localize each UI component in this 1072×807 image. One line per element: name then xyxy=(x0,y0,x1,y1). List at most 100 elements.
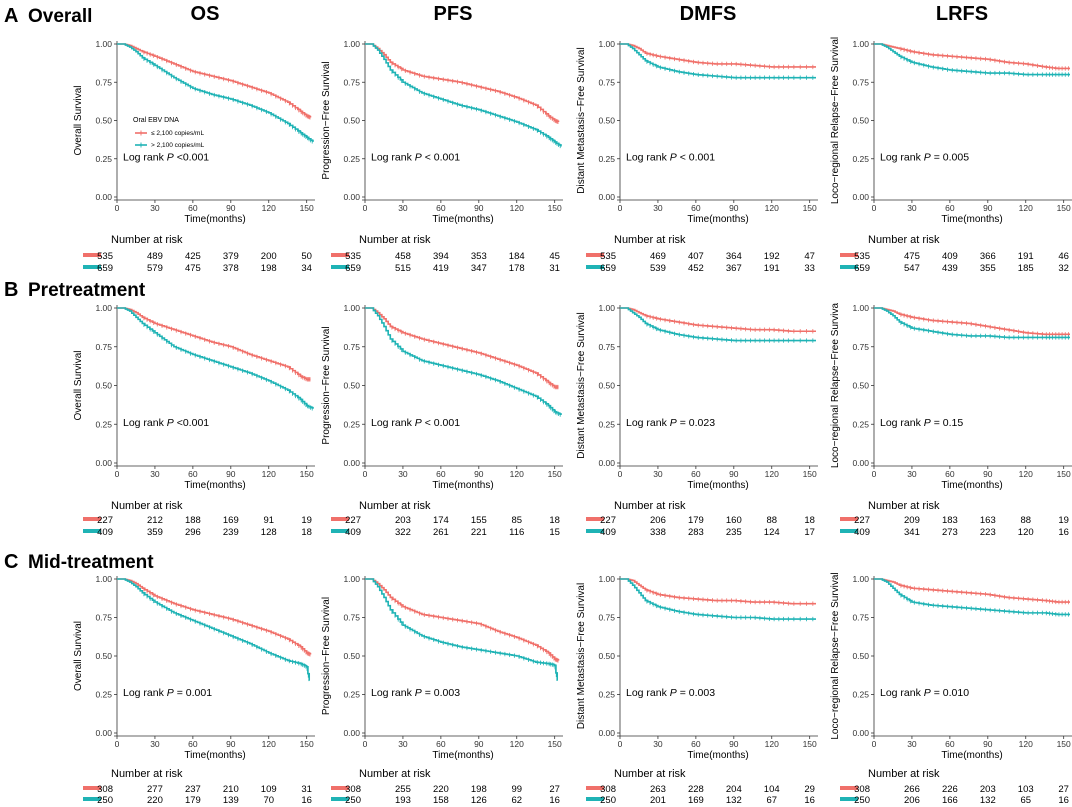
risk-count-high: 322 xyxy=(395,527,411,538)
x-tick-label: 0 xyxy=(115,739,120,749)
risk-swatch-low xyxy=(840,786,858,790)
y-tick-label: 0.50 xyxy=(598,651,615,661)
y-tick-label: 0.50 xyxy=(343,381,360,391)
y-tick-label: 0.25 xyxy=(852,154,869,164)
x-tick-label: 150 xyxy=(300,203,314,213)
y-tick-label: 0.25 xyxy=(852,690,869,700)
risk-count-high: 283 xyxy=(688,527,704,538)
risk-count-low: 50 xyxy=(301,251,312,262)
y-tick-label: 0.00 xyxy=(95,192,112,202)
logrank-p-symbol: P xyxy=(670,151,677,163)
y-tick-label: 0.00 xyxy=(852,728,869,738)
km-curve-low xyxy=(365,43,560,123)
risk-count-low: 379 xyxy=(223,251,239,262)
risk-count-low: 220 xyxy=(433,784,449,795)
km-panel-c-os: 0.00 0.25 0.50 0.75 1.00 0 30 60 90 120 150 Time(mo… xyxy=(73,574,315,761)
risk-count-low: 212 xyxy=(147,515,163,526)
y-tick-label: 1.00 xyxy=(852,574,869,584)
logrank-p-value: = 0.003 xyxy=(422,687,460,699)
y-tick-label: 0.50 xyxy=(598,116,615,126)
legend-entry: ≤ 2,100 copies/mL xyxy=(151,130,204,137)
risk-swatch-low xyxy=(840,253,858,257)
risk-table-title: Number at risk xyxy=(868,234,940,246)
risk-count-high: 475 xyxy=(185,263,201,274)
x-tick-label: 60 xyxy=(691,469,701,479)
column-title-lrfs: LRFS xyxy=(936,3,988,25)
risk-table-title: Number at risk xyxy=(359,768,431,780)
risk-count-high: 17 xyxy=(804,527,815,538)
risk-count-high: 419 xyxy=(433,263,449,274)
km-curve-low xyxy=(117,578,312,655)
risk-count-high: 179 xyxy=(185,795,201,806)
y-tick-label: 0.50 xyxy=(95,381,112,391)
y-tick-label: 0.75 xyxy=(598,613,615,623)
logrank-annotation: Log rank P <0.001 xyxy=(123,151,209,163)
x-tick-label: 30 xyxy=(907,469,917,479)
km-curve-low xyxy=(117,43,312,118)
risk-count-high: 120 xyxy=(1018,527,1034,538)
logrank-annotation: Log rank P = 0.010 xyxy=(880,687,969,699)
risk-count-high: 124 xyxy=(764,527,780,538)
logrank-p-symbol: P xyxy=(167,687,174,699)
logrank-prefix: Log rank xyxy=(123,151,167,163)
risk-count-low: 407 xyxy=(688,251,704,262)
risk-count-high: 16 xyxy=(1058,527,1069,538)
risk-count-low: 535 xyxy=(97,251,113,262)
km-curve-low xyxy=(365,307,559,388)
risk-table: Number at risk 535 469 407 364 192 47 659 539 452… xyxy=(586,234,815,274)
risk-count-low: 206 xyxy=(650,515,666,526)
risk-count-low: 191 xyxy=(1018,251,1034,262)
y-axis-label: Distant Metastasis−Free Survival xyxy=(576,312,587,458)
y-tick-label: 1.00 xyxy=(852,303,869,313)
x-tick-label: 0 xyxy=(363,203,368,213)
risk-count-low: 535 xyxy=(854,251,870,262)
y-tick-label: 0.25 xyxy=(95,154,112,164)
risk-swatch-high xyxy=(83,529,101,533)
logrank-prefix: Log rank xyxy=(626,417,670,429)
risk-count-high: 452 xyxy=(688,263,704,274)
km-panel-c-lrfs: 0.00 0.25 0.50 0.75 1.00 0 30 60 90 120 150 Time(mo… xyxy=(830,572,1072,761)
risk-count-high: 579 xyxy=(147,263,163,274)
y-tick-label: 1.00 xyxy=(598,574,615,584)
risk-swatch-low xyxy=(83,786,101,790)
risk-count-low: 535 xyxy=(345,251,361,262)
risk-count-low: 184 xyxy=(509,251,525,262)
km-curve-low xyxy=(365,578,560,661)
risk-count-high: 62 xyxy=(511,795,522,806)
risk-count-high: 128 xyxy=(261,527,277,538)
risk-count-high: 16 xyxy=(1058,795,1069,806)
y-tick-label: 0.75 xyxy=(852,613,869,623)
risk-count-low: 31 xyxy=(301,784,312,795)
risk-count-low: 192 xyxy=(764,251,780,262)
risk-count-low: 409 xyxy=(942,251,958,262)
x-tick-label: 0 xyxy=(618,203,623,213)
x-tick-label: 120 xyxy=(1019,469,1033,479)
risk-count-high: 659 xyxy=(600,263,616,274)
logrank-p-value: < 0.001 xyxy=(677,151,715,163)
risk-table: Number at risk 227 206 179 160 88 18 409 338 283 2… xyxy=(586,500,815,538)
x-tick-label: 90 xyxy=(983,469,993,479)
y-tick-label: 0.00 xyxy=(95,728,112,738)
risk-count-high: 239 xyxy=(223,527,239,538)
risk-count-low: 308 xyxy=(854,784,870,795)
column-title-pfs: PFS xyxy=(434,3,473,25)
risk-count-low: 85 xyxy=(511,515,522,526)
section-letter: C xyxy=(4,551,18,573)
x-tick-label: 30 xyxy=(150,203,160,213)
column-title-dmfs: DMFS xyxy=(680,3,737,25)
risk-count-low: 198 xyxy=(471,784,487,795)
x-axis-label: Time(months) xyxy=(432,214,493,225)
risk-count-low: 183 xyxy=(942,515,958,526)
risk-table-title: Number at risk xyxy=(868,768,940,780)
y-tick-label: 0.00 xyxy=(852,458,869,468)
y-tick-label: 0.50 xyxy=(343,651,360,661)
risk-swatch-low xyxy=(331,253,349,257)
risk-count-low: 475 xyxy=(904,251,920,262)
y-tick-label: 0.50 xyxy=(95,116,112,126)
risk-count-high: 132 xyxy=(980,795,996,806)
x-tick-label: 120 xyxy=(510,203,524,213)
y-tick-label: 0.75 xyxy=(95,613,112,623)
x-tick-label: 30 xyxy=(653,469,663,479)
y-tick-label: 0.75 xyxy=(852,77,869,87)
risk-count-high: 116 xyxy=(509,527,524,538)
